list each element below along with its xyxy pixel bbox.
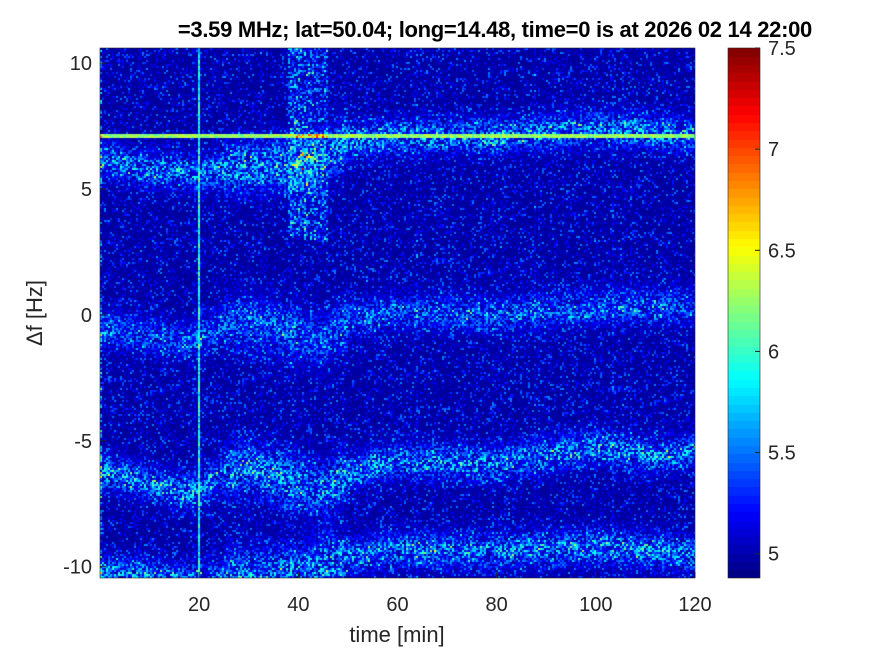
x-tick-label: 100 <box>579 594 612 616</box>
axes-box <box>99 47 696 579</box>
x-tick-label: 120 <box>678 594 711 616</box>
y-tick-label: 0 <box>81 305 92 327</box>
y-tick-label: -10 <box>63 557 92 579</box>
spectrogram-heatmap <box>100 48 695 578</box>
colorbar-tick-label: 6.5 <box>768 240 796 262</box>
colorbar <box>728 48 760 578</box>
colorbar-tick-label: 5.5 <box>768 443 796 465</box>
y-tick-label: -5 <box>74 431 92 453</box>
y-tick-label: 10 <box>70 53 92 75</box>
plot-area: 20 40 60 80 100 120 -10 -5 0 5 10 <box>63 47 712 616</box>
colorbar-tick-label: 6 <box>768 341 779 363</box>
y-tick-label: 5 <box>81 179 92 201</box>
x-tick-label: 40 <box>287 594 309 616</box>
x-tick-label: 20 <box>188 594 210 616</box>
y-axis-label: Δf [Hz] <box>22 279 47 347</box>
colorbar-tick-label: 5 <box>768 544 779 566</box>
x-tick-label: 60 <box>386 594 408 616</box>
x-axis-label: time [min] <box>349 622 445 647</box>
axes: 20 40 60 80 100 120 -10 -5 0 5 10 <box>63 47 712 616</box>
colorbar-tick-label: 7 <box>768 139 779 161</box>
x-tick-label: 80 <box>486 594 508 616</box>
chart-title: =3.59 MHz; lat=50.04; long=14.48, time=0… <box>177 17 812 42</box>
